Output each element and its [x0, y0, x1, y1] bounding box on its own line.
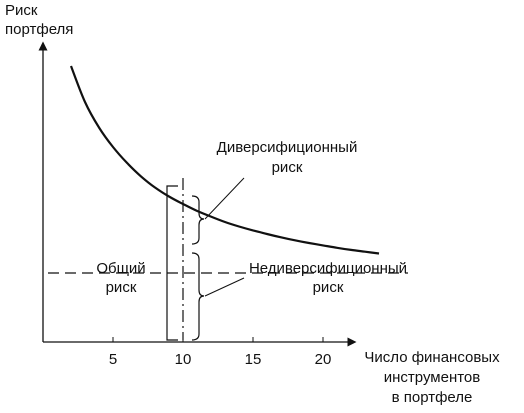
total-risk-label-line-1: Общий [96, 260, 145, 277]
diversifiable-label-line-1: Диверсифиционный [217, 139, 358, 156]
x-tick-label-4: 20 [315, 351, 332, 368]
x-axis-label-line-2: инструментов [384, 369, 481, 386]
x-axis-label-line-3: в портфеле [392, 389, 473, 406]
diversifiable-label-line-2: риск [272, 159, 303, 176]
nondiversifiable-leader-line [204, 277, 245, 297]
x-tick-label-1: 5 [109, 351, 117, 368]
y-axis-label-line-2: портфеля [5, 21, 73, 38]
nondiversifiable-label-line-1: Недиверсифиционный [249, 260, 407, 277]
diversifiable-risk-brace [191, 195, 205, 245]
portfolio-risk-curve [69, 65, 380, 255]
x-tick-label-3: 15 [245, 351, 262, 368]
nondiversifiable-label-line-2: риск [313, 279, 344, 296]
nondiversifiable-risk-brace [191, 252, 205, 341]
x-axis-label-line-1: Число финансовых [364, 349, 500, 366]
total-risk-label-line-2: риск [106, 279, 137, 296]
x-tick-label-2: 10 [175, 351, 192, 368]
total-risk-bracket [166, 185, 178, 341]
y-axis-label-line-1: Риск [5, 2, 38, 19]
diversifiable-leader-line [204, 177, 245, 220]
